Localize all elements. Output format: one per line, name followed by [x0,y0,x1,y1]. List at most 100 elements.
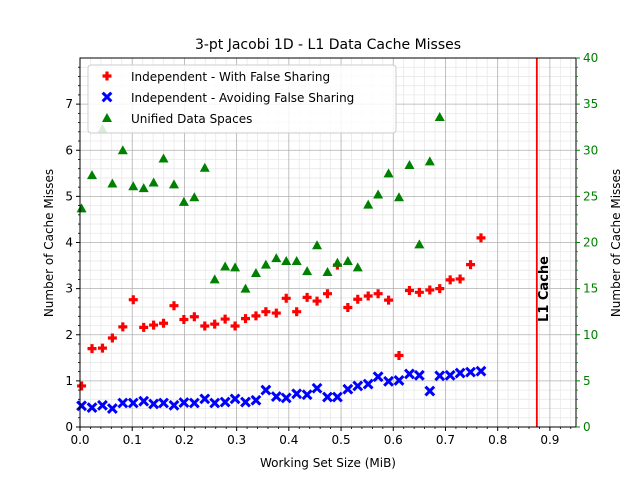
data-point [434,112,445,122]
data-point [332,257,343,267]
data-point [169,301,179,311]
data-point [220,261,231,271]
y-tick-label-left: 2 [65,328,73,342]
data-point [291,255,302,265]
y-tick-label-left: 4 [65,236,73,250]
data-point [352,262,363,272]
data-point [322,391,333,403]
y-tick-label-right: 40 [583,51,598,65]
data-point [189,192,200,202]
data-point [219,396,231,408]
data-point [352,380,364,392]
data-point [127,397,139,409]
y-tick-label-left: 5 [65,189,73,203]
y-tick-label-right: 20 [583,236,598,250]
data-point [168,179,179,189]
legend-label-unified-data-spaces: Unified Data Spaces [131,112,252,126]
axes: 0.0 0.1 0.2 0.3 0.4 0.5 0.6 0.7 0.8 0.9 0 1 2 3 4 5 6 7 0 5… [65,51,598,447]
data-point [230,262,241,272]
y-tick-label-left: 7 [65,97,73,111]
data-point [271,253,282,263]
y-tick-label-right: 5 [583,374,591,388]
data-point [251,311,261,321]
data-point [178,196,189,206]
x-tick-label: 0.9 [540,433,559,447]
data-point [158,153,169,163]
data-point [241,314,251,324]
x-tick-label: 0.0 [70,433,89,447]
data-point [455,274,465,284]
data-point [425,285,435,295]
x-tick-label: 0.4 [279,433,298,447]
y-tick-label-right: 30 [583,143,598,157]
legend-label-with-false-sharing: Independent - With False Sharing [131,70,330,84]
data-point [342,255,353,265]
chart-title: 3-pt Jacobi 1D - L1 Data Cache Misses [195,37,461,53]
data-point [138,183,149,193]
data-point [229,393,241,405]
data-point [200,321,210,331]
x-tick-label: 0.8 [488,433,507,447]
data-point [148,177,159,187]
y-axis-label-right: Number of Cache Misses [609,169,623,317]
data-point [209,397,221,409]
data-point [383,375,394,387]
data-point [97,343,107,353]
y-tick-label-right: 0 [583,420,591,434]
x-tick-label: 0.6 [384,433,403,447]
data-point [465,366,476,378]
data-point [76,203,87,213]
data-point [363,199,374,209]
legend-marker-2 [102,113,112,122]
legend-label-avoiding-false-sharing: Independent - Avoiding False Sharing [131,91,354,105]
data-point [179,315,189,325]
data-point [210,319,220,329]
data-point [128,181,139,191]
data-point [271,308,281,318]
data-point [312,296,322,306]
data-point [106,403,118,414]
data-point [444,369,456,381]
data-point [393,374,405,386]
y-tick-label-right: 25 [583,189,598,203]
x-tick-label: 0.1 [123,433,142,447]
data-point [466,260,476,270]
data-point [77,381,87,391]
data-point [291,388,303,400]
data-point [281,255,292,265]
data-point [87,170,98,180]
x-tick-label: 0.3 [227,433,246,447]
data-point [76,400,87,412]
data-point [148,398,160,410]
data-point [322,267,333,277]
y-tick-label-left: 6 [65,143,73,157]
data-point [394,351,404,361]
x-tick-label: 0.5 [332,433,351,447]
data-point [404,285,414,295]
data-point [188,397,200,409]
data-point [138,395,150,407]
data-point [424,156,435,166]
data-point [230,321,240,331]
data-point [404,160,415,170]
legend: Independent - With False Sharing Indepen… [87,64,397,134]
data-point [199,393,211,405]
x-tick-label: 0.2 [175,433,194,447]
data-point [261,307,271,317]
data-point [353,294,363,304]
data-point [373,189,384,199]
data-point [322,289,332,299]
data-point [280,392,292,404]
data-point [240,283,251,293]
series-0 [77,233,486,391]
data-point [394,192,405,202]
y-tick-label-left: 3 [65,282,73,296]
data-point [363,291,373,301]
data-point [302,292,312,302]
legend-markers [101,71,113,122]
data-point [414,287,424,297]
data-point [107,178,118,188]
data-point [117,397,129,409]
data-point [414,239,425,249]
